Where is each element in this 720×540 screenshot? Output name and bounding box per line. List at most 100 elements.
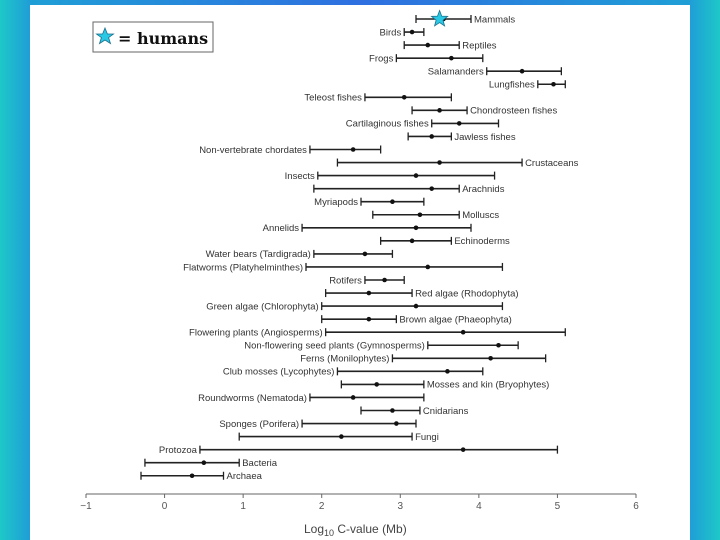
bar-label: Club mosses (Lycophytes)	[223, 367, 335, 378]
bar-label: Archaea	[227, 471, 263, 482]
bar-teleost-fishes: Teleost fishes	[304, 93, 453, 104]
mean-point	[413, 173, 419, 178]
bar-molluscs: Molluscs	[372, 210, 499, 221]
bar-label: Flowering plants (Angiosperms)	[189, 328, 323, 339]
mean-point	[409, 29, 415, 35]
mean-point	[425, 264, 431, 270]
mean-point	[201, 460, 207, 466]
bar-label: Flatworms (Platyhelminthes)	[183, 262, 303, 273]
mean-point	[362, 251, 368, 257]
bar-label: Water bears (Tardigrada)	[206, 249, 311, 260]
bar-crustaceans: Crustaceans	[336, 158, 579, 169]
mean-point	[413, 225, 419, 231]
bar-echinoderms: Echinoderms	[379, 236, 510, 247]
mean-point	[350, 395, 356, 400]
bar-label: Salamanders	[428, 67, 484, 78]
mean-point	[390, 408, 395, 413]
bar-sponges-porifera: Sponges (Porifera)	[219, 419, 417, 430]
bar-birds: Birds	[380, 27, 425, 38]
bar-label: Sponges (Porifera)	[219, 419, 299, 430]
bar-mosses-and-kin-bryophytes: Mosses and kin (Bryophytes)	[340, 380, 550, 391]
c-value-chart: = humans Mammals Birds Reptiles Frogs Salama…	[80, 9, 639, 538]
bar-label: Bacteria	[242, 458, 278, 469]
humans-star-icon	[430, 9, 449, 27]
bar-label: Frogs	[369, 53, 394, 64]
mean-point	[429, 134, 435, 139]
mean-point	[445, 369, 450, 374]
bar-myriapods: Myriapods	[314, 197, 425, 208]
bar-label: Insects	[285, 171, 315, 182]
bar-mammals: Mammals	[415, 14, 515, 25]
bar-label: Red algae (Rhodophyta)	[415, 288, 519, 299]
bar-label: Myriapods	[314, 197, 358, 208]
bar-annelids: Annelids	[263, 223, 472, 234]
bar-green-algae-chlorophyta: Green algae (Chlorophyta)	[206, 301, 504, 312]
bar-roundworms-nematoda: Roundworms (Nematoda)	[198, 393, 425, 404]
bar-label: Arachnids	[462, 184, 504, 195]
x-tick-label: −1	[80, 501, 92, 512]
mean-point	[519, 68, 525, 74]
mean-point	[425, 42, 431, 48]
mean-point	[374, 382, 380, 387]
bar-flowering-plants-angiosperms: Flowering plants (Angiosperms)	[189, 328, 566, 339]
mean-point	[189, 473, 195, 479]
legend-text: = humans	[118, 29, 208, 48]
bar-ferns-monilophytes: Ferns (Monilophytes)	[300, 354, 547, 365]
bar-label: Chondrosteen fishes	[470, 106, 557, 117]
bar-protozoa: Protozoa	[159, 445, 559, 456]
bar-salamanders: Salamanders	[428, 67, 563, 78]
bar-label: Mosses and kin (Bryophytes)	[427, 380, 550, 391]
bar-red-algae-rhodophyta: Red algae (Rhodophyta)	[324, 288, 519, 299]
bar-club-mosses-lycophytes: Club mosses (Lycophytes)	[223, 367, 484, 378]
bar-label: Echinoderms	[454, 236, 510, 247]
bar-fungi: Fungi	[238, 432, 439, 443]
bar-label: Rotifers	[329, 275, 362, 286]
bar-frogs: Frogs	[369, 53, 484, 64]
bar-label: Jawless fishes	[454, 132, 515, 143]
slide: = humans Mammals Birds Reptiles Frogs Salama…	[30, 5, 690, 540]
bar-jawless-fishes: Jawless fishes	[407, 132, 516, 143]
bar-label: Teleost fishes	[304, 93, 362, 104]
mean-point	[429, 186, 435, 191]
x-axis: −1 0 1 2 3 4 5 6	[80, 493, 639, 512]
x-tick-label: 1	[240, 501, 246, 512]
mean-point	[382, 277, 387, 283]
bar-label: Crustaceans	[525, 158, 579, 169]
bar-label: Protozoa	[159, 445, 198, 456]
bar-flatworms-platyhelminthes: Flatworms (Platyhelminthes)	[183, 262, 504, 273]
bar-cnidarians: Cnidarians	[360, 406, 469, 417]
bar-label: Mammals	[474, 14, 515, 25]
bar-brown-algae-phaeophyta: Brown algae (Phaeophyta)	[321, 314, 512, 325]
bar-label: Reptiles	[462, 40, 497, 51]
mean-point	[496, 342, 501, 348]
bar-cartilaginous-fishes: Cartilaginous fishes	[346, 119, 500, 130]
bar-label: Cartilaginous fishes	[346, 119, 429, 130]
bar-water-bears-tardigrada: Water bears (Tardigrada)	[206, 249, 394, 260]
x-tick-label: 2	[319, 501, 325, 512]
mean-point	[366, 316, 372, 322]
bar-rotifers: Rotifers	[329, 275, 405, 286]
bar-label: Green algae (Chlorophyta)	[206, 301, 318, 312]
bar-label: Fungi	[415, 432, 439, 443]
bar-insects: Insects	[285, 171, 496, 182]
legend-box: = humans	[92, 21, 214, 53]
bar-non-vertebrate-chordates: Non-vertebrate chordates	[199, 145, 382, 156]
mean-point	[413, 303, 419, 309]
bar-chondrosteen-fishes: Chondrosteen fishes	[411, 106, 557, 117]
bar-lungfishes: Lungfishes	[489, 80, 566, 91]
error-bars: Mammals Birds Reptiles Frogs Salamanders Lung…	[140, 9, 579, 482]
mean-point	[437, 108, 442, 113]
bar-label: Cnidarians	[423, 406, 469, 417]
bar-label: Ferns (Monilophytes)	[300, 354, 389, 365]
bar-label: Non-vertebrate chordates	[199, 145, 307, 156]
bar-non-flowering-seed-plants-gymnosperms: Non-flowering seed plants (Gymnosperms)	[244, 341, 519, 352]
mean-point	[339, 434, 344, 439]
mean-point	[409, 238, 415, 244]
bar-reptiles: Reptiles	[403, 40, 497, 51]
mean-point	[390, 199, 395, 204]
x-tick-label: 6	[633, 501, 639, 512]
x-axis-label: Log10 C-value (Mb)	[304, 522, 407, 538]
mean-point	[401, 95, 407, 100]
bar-label: Brown algae (Phaeophyta)	[399, 314, 512, 325]
bar-label: Birds	[380, 27, 402, 38]
